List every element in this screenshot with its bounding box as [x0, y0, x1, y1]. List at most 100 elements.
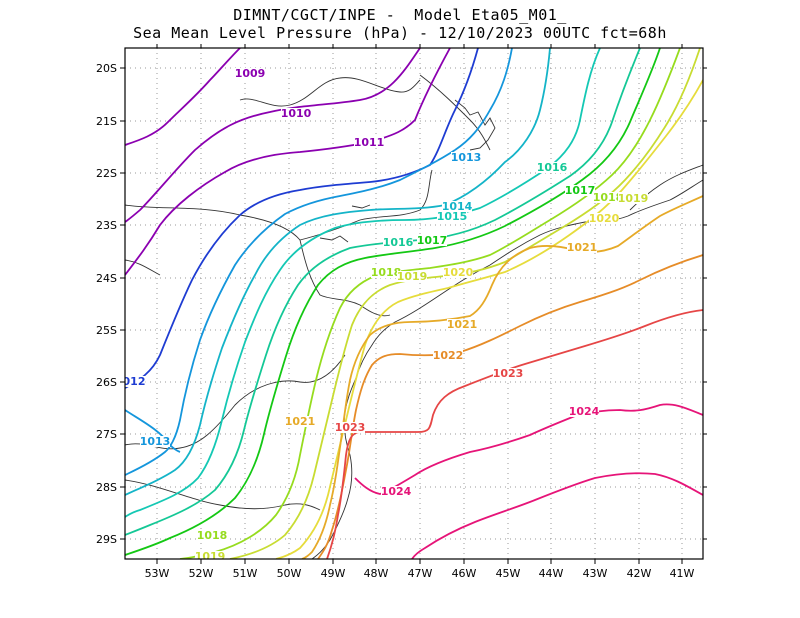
isobar-label-1020: 1020	[443, 266, 474, 279]
state-border-sp-pr	[299, 239, 391, 317]
lon-tick-label: 52W	[189, 567, 214, 580]
isobar-label-1023: 1023	[493, 367, 524, 380]
isobar-label-bg	[397, 271, 427, 282]
lat-tick-label: 25S	[96, 324, 117, 337]
reservoir-1	[319, 235, 349, 243]
isobar-1012	[125, 48, 479, 389]
lon-tick-label: 41W	[670, 567, 695, 580]
isobar-label-bg	[442, 201, 472, 212]
isobar-label-bg	[335, 422, 365, 433]
west-border	[125, 259, 161, 276]
isobar-label-bg	[417, 235, 447, 246]
isobar-label-1021: 1021	[285, 415, 316, 428]
isobar-label-1018: 1018	[593, 191, 624, 204]
isobar-label-bg	[371, 267, 401, 278]
isobar-1013	[125, 149, 456, 476]
isobar-label-1012: 012	[123, 375, 146, 388]
isobar-1016	[125, 48, 641, 536]
isobar-label-1016: 1016	[537, 161, 568, 174]
isobar-label-1017: 1017	[417, 234, 448, 247]
title-line-1: DIMNT/CGCT/INPE - Model Eta05_M01_	[233, 6, 567, 24]
isobar-label-1024: 1024	[381, 485, 412, 498]
lat-tick-label: 20S	[96, 62, 117, 75]
isobar-label-bg	[433, 350, 463, 361]
isobar-label-1014: 1014	[442, 200, 473, 213]
isobars	[125, 48, 703, 559]
isobar-label-1019: 1019	[195, 550, 226, 563]
isobar-label-bg	[565, 185, 595, 196]
lat-tick-label: 22S	[96, 167, 117, 180]
isobar-label-bg	[451, 152, 481, 163]
lon-tick-label: 47W	[408, 567, 433, 580]
lat-tick-label: 29S	[96, 533, 117, 546]
isobar-label-1019: 1019	[618, 192, 649, 205]
lat-tick-label: 23S	[96, 219, 117, 232]
isobar-label-bg	[285, 416, 315, 427]
lon-tick-label: 51W	[233, 567, 258, 580]
isobar-label-bg	[235, 68, 265, 79]
isobar-label-bg	[195, 551, 225, 559]
isobar-1023	[326, 309, 703, 559]
isobar-label-1016: 1016	[383, 236, 414, 249]
lat-tick-label: 26S	[96, 376, 117, 389]
longitude-ticks: 53W 52W 51W 50W 49W 48W 47W 46W 45W 44W 43W 42W 41W	[145, 44, 695, 580]
lon-tick-label: 53W	[145, 567, 170, 580]
isobar-label-1023: 1023	[335, 421, 366, 434]
lat-tick-label: 27S	[96, 428, 117, 441]
lon-tick-label: 45W	[496, 567, 521, 580]
isobar-label-bg	[589, 213, 619, 224]
lon-tick-label: 48W	[364, 567, 389, 580]
isobar-label-bg	[354, 137, 384, 148]
isobar-1013	[454, 48, 513, 151]
isobar-label-1022: 1022	[433, 349, 464, 362]
isobar-label-1011: 1011	[354, 136, 385, 149]
state-border-pr-sc	[125, 354, 346, 450]
isobar-label-1018: 1018	[197, 529, 228, 542]
isobar-label-bg	[537, 162, 567, 173]
isobar-label-bg	[567, 242, 597, 253]
state-border-es	[419, 74, 491, 151]
isobar-1020	[275, 79, 703, 559]
isobar-label-1018: 1018	[371, 266, 402, 279]
isobar-label-bg	[381, 486, 411, 497]
isobar-label-bg	[140, 436, 170, 447]
isobar-label-1017: 1017	[565, 184, 596, 197]
state-border-mg-sp	[125, 169, 433, 241]
isobar-label-1009: 1009	[235, 67, 266, 80]
isobar-1021	[301, 195, 703, 559]
reservoir-2	[351, 204, 371, 209]
isobar-label-1010: 1010	[281, 107, 312, 120]
isobar-label-bg	[569, 406, 599, 417]
isobar-1010	[125, 48, 421, 223]
isobar-1011	[125, 48, 451, 276]
isobar-1024	[411, 472, 703, 559]
isobar-label-bg	[437, 211, 467, 222]
map-title: DIMNT/CGCT/INPE - Model Eta05_M01_ Sea M…	[0, 6, 800, 42]
isobar-label-bg	[125, 376, 146, 387]
isobar-label-1015: 1015	[437, 210, 468, 223]
isobar-1018	[179, 48, 681, 559]
lat-tick-label: 21S	[96, 115, 117, 128]
lat-lon-grid	[125, 48, 703, 559]
lon-tick-label: 42W	[627, 567, 652, 580]
isobar-label-bg	[197, 530, 227, 541]
lon-tick-label: 44W	[539, 567, 564, 580]
isobar-label-1013: 1013	[451, 151, 482, 164]
isobar-label-1019: 1019	[397, 270, 428, 283]
isobar-label-1024: 1024	[569, 405, 600, 418]
isobar-label-bg	[447, 319, 477, 330]
map-frame	[124, 47, 704, 560]
isobar-label-bg	[443, 267, 473, 278]
isobar-1024	[354, 403, 703, 495]
lon-tick-label: 50W	[277, 567, 302, 580]
isobar-label-1013: 1013	[140, 435, 171, 448]
isobar-label-bg	[281, 108, 311, 119]
lon-tick-label: 49W	[321, 567, 346, 580]
isobar-1014	[125, 48, 551, 496]
state-border-rs-sc	[125, 479, 321, 511]
bay-outline	[454, 99, 496, 151]
isobar-label-1021: 1021	[447, 318, 478, 331]
title-line-2: Sea Mean Level Pressure (hPa) - 12/10/20…	[133, 24, 667, 42]
isobar-label-bg	[618, 193, 648, 204]
isobar-1009	[125, 48, 241, 146]
